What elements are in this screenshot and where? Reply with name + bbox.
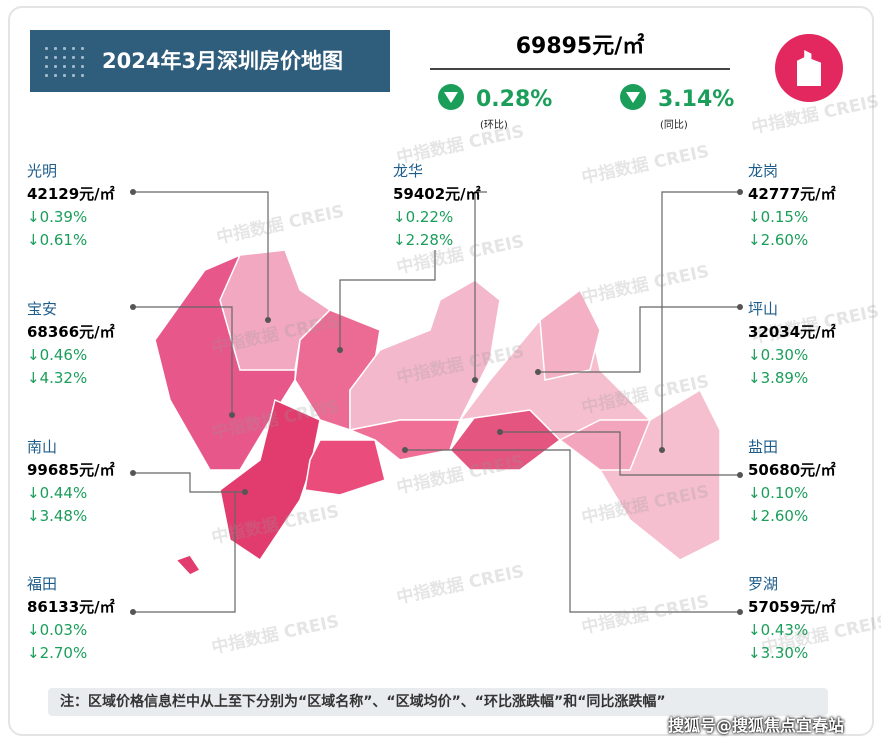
district-yoy: ↓3.89% [748,369,809,387]
yoy-label: (同比) [660,120,688,131]
yoy-change: 3.14% [620,84,734,112]
district-yoy: ↓2.70% [27,644,88,662]
district-name: 南山 [27,438,58,456]
leader-line [133,306,233,415]
down-icon [620,84,646,110]
district-price: 57059元/㎡ [748,598,836,616]
leader-dot [472,377,478,383]
title: 2024年3月深圳房价地图 [30,30,390,92]
down-icon [438,84,464,110]
mom-label: (环比) [480,120,508,131]
leader-dot [265,317,271,323]
district-name: 龙华 [393,162,424,180]
district-price: 59402元/㎡ [393,185,481,203]
district-mom: ↓0.44% [27,484,88,502]
district-mom: ↓0.22% [393,208,454,226]
district-price: 50680元/㎡ [748,461,836,479]
leader-line [133,492,236,613]
note: 注：区域价格信息栏中从上至下分别为“区域名称”、“区域均价”、“环比涨跌幅”和“… [48,688,828,716]
district-price: 68366元/㎡ [27,323,115,341]
district-price: 86133元/㎡ [27,598,115,616]
district-mom: ↓0.46% [27,346,88,364]
district-name: 光明 [27,162,58,180]
leader-dot [337,347,343,353]
district-price: 42777元/㎡ [748,185,836,203]
district-info: 宝安 68366元/㎡ ↓0.46% ↓4.32% [27,298,115,390]
mom-value: 0.28% [476,87,553,112]
leader-dot [130,189,136,195]
leader-dot [242,489,248,495]
district-mom: ↓0.03% [27,621,88,639]
leader-dot [402,447,408,453]
district-info: 光明 42129元/㎡ ↓0.39% ↓0.61% [27,160,115,252]
logo [775,34,843,102]
divider [430,68,730,70]
district-yoy: ↓2.28% [393,231,454,249]
district-price: 32034元/㎡ [748,323,836,341]
futian [304,439,386,496]
district-name: 龙岗 [748,162,779,180]
district-mom: ↓0.43% [748,621,809,639]
leader-dot [737,304,743,310]
leader-dot [535,369,541,375]
leader-dot [229,412,235,418]
leader-line [661,191,740,450]
district-mom: ↓0.39% [27,208,88,226]
district-name: 宝安 [27,300,58,318]
leader-dot [497,429,503,435]
leader-line [538,306,740,373]
leader-line [339,250,436,350]
mom-change: 0.28% [438,84,552,112]
district-yoy: ↓3.48% [27,507,88,525]
district-yoy: ↓3.30% [748,644,809,662]
leader-dot [737,189,743,195]
leader-line [474,191,487,380]
district-price: 42129元/㎡ [27,185,115,203]
leader-dot [737,609,743,615]
district-mom: ↓0.10% [748,484,809,502]
district-name: 罗湖 [748,575,779,593]
island [174,554,202,576]
district-name: 福田 [27,575,58,593]
district-info: 坪山 32034元/㎡ ↓0.30% ↓3.89% [748,298,836,390]
district-info: 福田 86133元/㎡ ↓0.03% ↓2.70% [27,573,115,665]
district-name: 坪山 [748,300,779,318]
district-yoy: ↓0.61% [27,231,88,249]
leader-dot [130,304,136,310]
pingshan [539,288,601,381]
district-info: 龙岗 42777元/㎡ ↓0.15% ↓2.60% [748,160,836,252]
leader-line [133,472,245,493]
district-price: 99685元/㎡ [27,461,115,479]
district-yoy: ↓2.60% [748,507,809,525]
leader-line [500,431,740,476]
leader-line [405,449,740,613]
frame [8,6,874,736]
district-yoy: ↓2.60% [748,231,809,249]
yoy-value: 3.14% [658,87,735,112]
leader-line [133,191,269,320]
avg-price: 69895元/㎡ [515,34,645,59]
district-mom: ↓0.15% [748,208,809,226]
district-info: 罗湖 57059元/㎡ ↓0.43% ↓3.30% [748,573,836,665]
footer: 搜狐号@搜狐焦点宜春站 [668,716,845,735]
district-name: 盐田 [748,438,779,456]
leader-dot [737,472,743,478]
district-info: 南山 99685元/㎡ ↓0.44% ↓3.48% [27,436,115,528]
leader-dot [130,609,136,615]
district-mom: ↓0.30% [748,346,809,364]
district-info: 盐田 50680元/㎡ ↓0.10% ↓2.60% [748,436,836,528]
leader-dot [130,470,136,476]
district-info: 龙华 59402元/㎡ ↓0.22% ↓2.28% [393,160,481,252]
leader-dot [659,447,665,453]
district-yoy: ↓4.32% [27,369,88,387]
